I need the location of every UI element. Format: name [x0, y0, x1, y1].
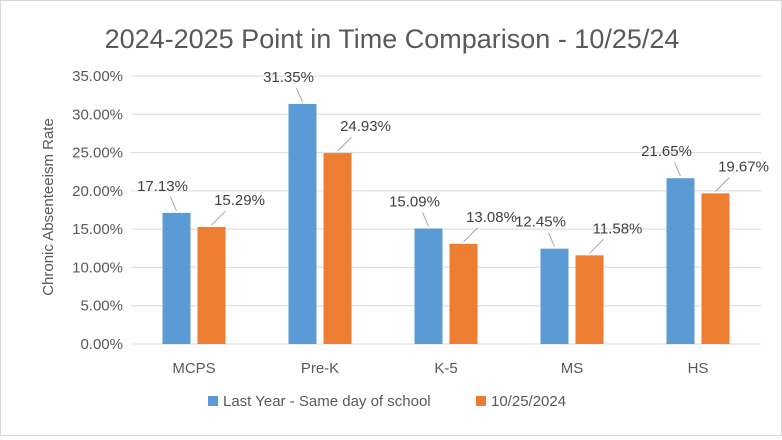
data-label: 19.67% [718, 158, 769, 175]
bars [162, 103, 730, 344]
legend-swatch [476, 396, 486, 406]
data-label: 12.45% [515, 214, 566, 231]
data-label-leader [296, 87, 303, 103]
x-tick-label: K-5 [434, 360, 457, 377]
bar [666, 178, 695, 344]
data-label: 17.13% [137, 178, 188, 195]
x-tick-label: Pre-K [301, 360, 339, 377]
x-axis-ticks: MCPS Pre-K K-5 MS HS [172, 360, 708, 377]
data-label: 11.58% [593, 220, 643, 237]
gridlines [131, 75, 761, 345]
y-tick-label: 5.00% [80, 298, 123, 315]
bar [575, 255, 604, 344]
y-tick-label: 30.00% [72, 106, 123, 123]
y-axis-label: Chronic Absenteeism Rate [40, 118, 57, 296]
bar [288, 103, 317, 344]
y-tick-label: 25.00% [72, 145, 123, 162]
data-label: 15.29% [214, 192, 265, 209]
bar [197, 226, 226, 344]
y-axis-ticks: 0.00% 5.00% 10.00% 15.00% 20.00% 25.00% 30.00%… [72, 68, 123, 353]
legend-label: 10/25/2024 [491, 393, 566, 410]
data-label-leader [715, 177, 730, 192]
data-label-leader [337, 136, 352, 152]
y-tick-label: 20.00% [72, 183, 123, 200]
data-label: 24.93% [340, 118, 391, 135]
data-label: 13.08% [466, 209, 517, 226]
data-label-leader [463, 227, 478, 243]
data-label-leader [674, 162, 681, 177]
data-label-leader [548, 232, 555, 247]
bar [540, 248, 569, 344]
x-tick-label: MS [561, 360, 584, 377]
data-label-leader [211, 210, 226, 226]
chart-title: 2024-2025 Point in Time Comparison - 10/… [105, 24, 680, 54]
data-label: 31.35% [263, 69, 314, 86]
y-tick-label: 35.00% [72, 68, 123, 85]
y-tick-label: 0.00% [80, 336, 123, 353]
y-tick-label: 15.00% [72, 221, 123, 238]
data-label-leader [422, 212, 429, 227]
data-label-leader [170, 196, 177, 212]
x-tick-label: MCPS [172, 360, 215, 377]
data-label-leader [589, 238, 604, 254]
bar [323, 153, 352, 344]
y-tick-label: 10.00% [72, 259, 123, 276]
x-tick-label: HS [688, 360, 709, 377]
bar [162, 212, 191, 344]
bar [449, 243, 478, 344]
legend-label: Last Year - Same day of school [223, 393, 431, 410]
data-labels: 17.13% 15.29% 31.35% 24.93% 15.09% 13.08%12.4… [137, 69, 769, 254]
legend: Last Year - Same day of school 10/25/2024 [208, 393, 566, 410]
bar [414, 228, 443, 344]
bar [701, 193, 730, 344]
legend-swatch [208, 396, 218, 406]
data-label: 15.09% [389, 193, 440, 210]
data-label: 21.65% [641, 143, 692, 160]
